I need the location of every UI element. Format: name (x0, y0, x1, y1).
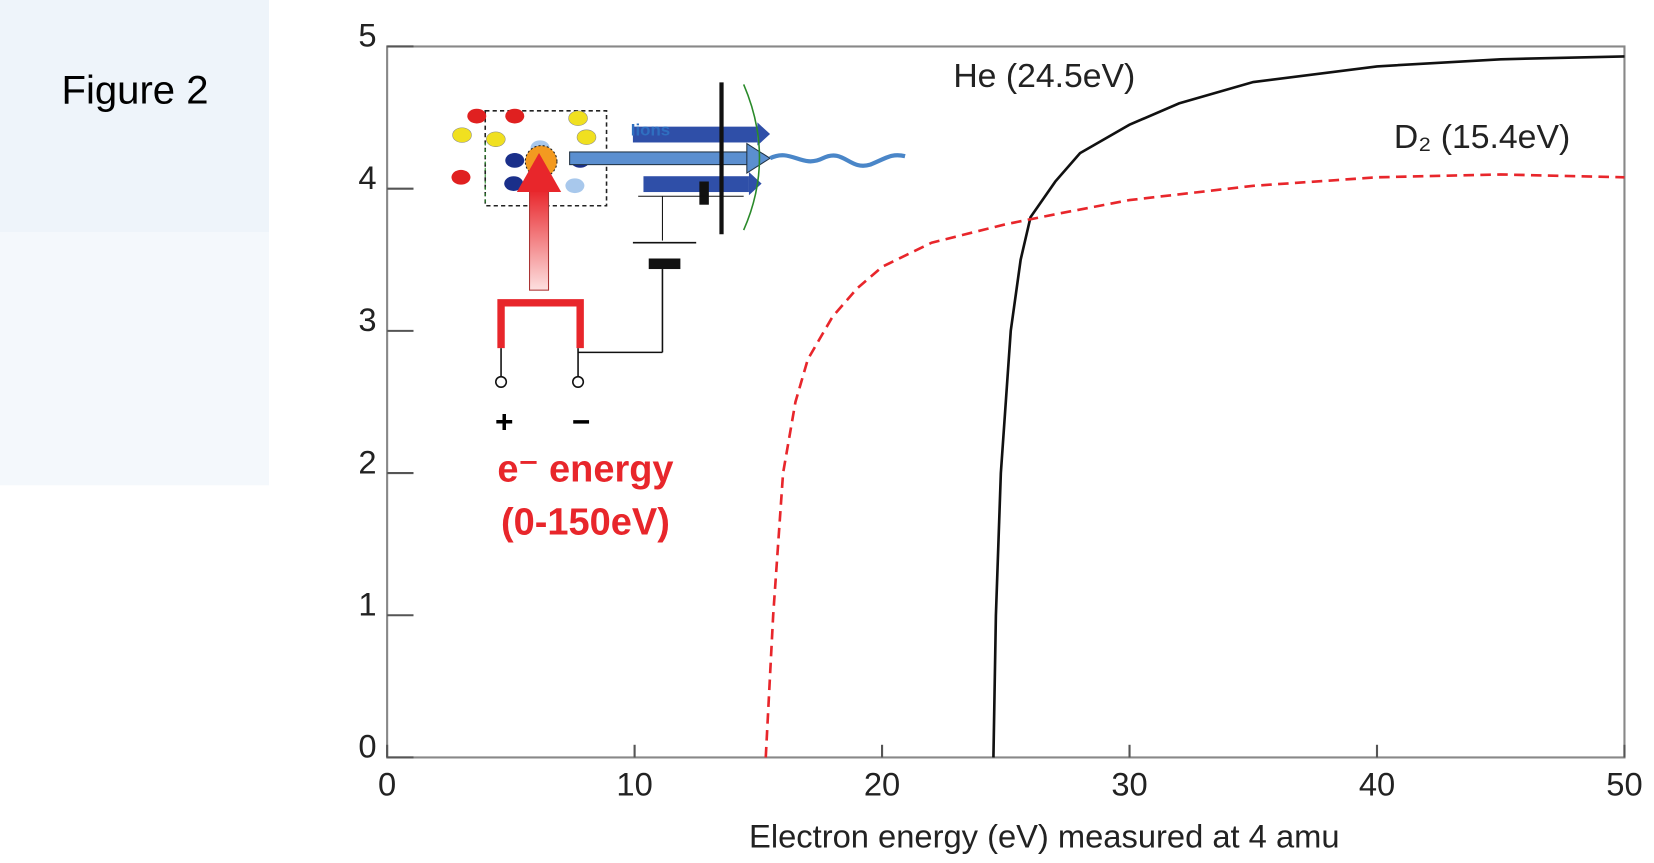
y-tick-label: 0 (358, 728, 376, 765)
inset-label: + (495, 403, 513, 439)
x-tick-label: 50 (1606, 766, 1642, 803)
side-panel-top (0, 0, 269, 233)
series-label: He (24.5eV) (953, 57, 1135, 95)
x-tick-label: 30 (1111, 766, 1147, 803)
y-tick-label: 3 (358, 301, 376, 338)
inset-label: e⁻ energy (497, 449, 673, 491)
x-axis-label: Electron energy (eV) measured at 4 amu (749, 817, 1339, 854)
y-tick-label: 2 (358, 443, 376, 480)
y-tick-label: 5 (358, 17, 376, 54)
series-line (992, 55, 1625, 758)
x-tick-label: 0 (378, 766, 396, 803)
figure-label: Figure 2 (62, 68, 209, 112)
series-label: D₂ (15.4eV) (1394, 118, 1570, 156)
y-tick-label: 4 (358, 159, 376, 196)
y-tick-label: 1 (358, 585, 376, 622)
x-tick-label: 40 (1359, 766, 1395, 803)
x-tick-label: 20 (864, 766, 900, 803)
inset-diagram (451, 82, 906, 388)
inset-label: − (572, 403, 590, 439)
plot-frame (386, 45, 1626, 759)
plot: 0 10 20 30 40 50 0 1 2 3 4 5 He (24.5eV) D₂ (15.4eV) (358, 17, 1642, 803)
series-line (764, 173, 1625, 758)
x-tick-label: 10 (616, 766, 652, 803)
inset-label: (0-150eV) (501, 501, 670, 543)
inset-label: Iions (631, 120, 670, 139)
